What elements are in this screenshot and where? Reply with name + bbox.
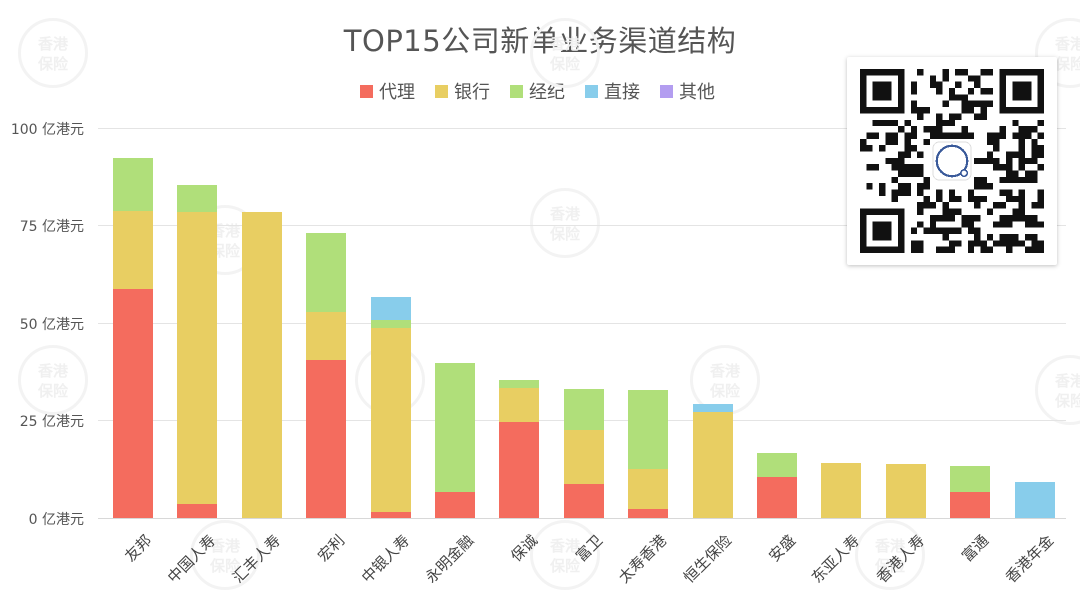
bar-segment-银行[interactable] — [499, 388, 540, 422]
legend-swatch — [435, 84, 448, 98]
bar-太寿香港[interactable] — [628, 390, 669, 518]
bar-汇丰人寿[interactable] — [241, 212, 282, 518]
watermark-logo: 香港保险 — [190, 520, 260, 590]
legend-swatch — [660, 84, 673, 98]
bar-segment-银行[interactable] — [885, 464, 926, 518]
bar-安盛[interactable] — [757, 453, 797, 518]
qr-code-icon — [860, 69, 1044, 253]
bar-segment-直接[interactable] — [370, 297, 411, 321]
legend-label: 代理 — [379, 82, 415, 103]
watermark-logo: 香港保险 — [530, 18, 600, 88]
watermark-logo: 香港保险 — [530, 520, 600, 590]
x-tick-label: 中银人寿 — [357, 531, 413, 587]
bar-segment-代理[interactable] — [177, 503, 218, 518]
bar-segment-经纪[interactable] — [757, 453, 797, 477]
bar-segment-经纪[interactable] — [113, 157, 153, 212]
y-tick-label: 0 亿港元 — [28, 512, 84, 528]
gridline — [98, 322, 1066, 324]
qr-code-card — [847, 57, 1057, 265]
watermark-logo: 香港保险 — [855, 520, 925, 590]
bar-宏利[interactable] — [306, 232, 347, 518]
bar-segment-经纪[interactable] — [563, 389, 604, 431]
bar-恒生保险[interactable] — [692, 403, 733, 518]
x-tick-label: 香港年金 — [1001, 531, 1057, 587]
bar-segment-代理[interactable] — [306, 360, 347, 518]
y-tick-label: 75 亿港元 — [19, 219, 84, 236]
bar-永明金融[interactable] — [435, 363, 475, 518]
watermark-logo: 香港保险 — [18, 345, 88, 415]
bar-中银人寿[interactable] — [370, 297, 411, 518]
bar-segment-银行[interactable] — [241, 212, 282, 518]
legend-swatch — [585, 84, 598, 98]
bar-segment-经纪[interactable] — [370, 320, 411, 329]
bar-segment-经纪[interactable] — [950, 466, 991, 493]
x-tick-label: 安盛 — [765, 531, 800, 566]
x-tick-label: 宏利 — [314, 531, 349, 566]
x-tick-label: 太寿香港 — [615, 531, 671, 587]
legend-label: 直接 — [604, 82, 640, 103]
bar-segment-经纪[interactable] — [628, 390, 669, 470]
bar-富通[interactable] — [950, 466, 991, 518]
bar-segment-经纪[interactable] — [306, 232, 347, 313]
bar-segment-代理[interactable] — [950, 492, 991, 518]
x-tick-label: 友邦 — [121, 531, 156, 566]
bar-东亚人寿[interactable] — [821, 462, 862, 518]
watermark-logo: 香港保险 — [530, 188, 600, 258]
bar-segment-银行[interactable] — [628, 469, 669, 510]
legend-item[interactable]: 银行 — [435, 78, 490, 104]
legend-item[interactable]: 直接 — [585, 78, 640, 104]
bar-segment-经纪[interactable] — [435, 363, 475, 493]
bar-segment-银行[interactable] — [370, 328, 411, 513]
bar-富卫[interactable] — [563, 389, 604, 518]
bar-segment-银行[interactable] — [692, 412, 733, 518]
bar-segment-银行[interactable] — [177, 212, 218, 504]
bar-segment-代理[interactable] — [563, 484, 604, 518]
bar-segment-代理[interactable] — [757, 476, 797, 518]
bar-保诚[interactable] — [499, 380, 540, 518]
y-tick-label: 25 亿港元 — [19, 414, 84, 431]
y-tick-label: 50 亿港元 — [19, 316, 84, 333]
bar-segment-经纪[interactable] — [499, 380, 540, 389]
watermark-logo: 香港保险 — [18, 18, 88, 88]
legend-item[interactable]: 其他 — [660, 78, 715, 104]
bar-segment-代理[interactable] — [499, 421, 540, 518]
legend-label: 经纪 — [529, 82, 565, 103]
bar-segment-银行[interactable] — [821, 462, 862, 518]
gridline — [98, 127, 1066, 129]
bar-segment-代理[interactable] — [113, 289, 153, 518]
bar-香港人寿[interactable] — [885, 464, 926, 518]
legend-label: 银行 — [454, 82, 490, 103]
gridline — [98, 518, 1066, 519]
chart-legend: 代理 银行 经纪 直接 其他 — [360, 78, 715, 104]
x-tick-label: 富通 — [958, 531, 993, 566]
bar-segment-银行[interactable] — [113, 211, 153, 290]
legend-swatch — [360, 84, 373, 98]
watermark-logo: 香港保险 — [1035, 355, 1080, 425]
bar-segment-银行[interactable] — [306, 312, 347, 361]
bar-中国人寿[interactable] — [177, 184, 218, 518]
bar-segment-代理[interactable] — [628, 509, 669, 518]
y-tick-label: 100 亿港元 — [10, 121, 84, 138]
legend-label: 其他 — [679, 82, 715, 103]
legend-item[interactable]: 代理 — [360, 78, 415, 104]
x-tick-label: 恒生保险 — [679, 531, 735, 587]
legend-item[interactable]: 经纪 — [510, 78, 565, 104]
x-tick-label: 永明金融 — [421, 531, 478, 587]
bar-segment-代理[interactable] — [435, 492, 475, 518]
bar-香港年金[interactable] — [1014, 482, 1055, 518]
bar-segment-经纪[interactable] — [177, 184, 218, 213]
bar-segment-直接[interactable] — [692, 403, 733, 413]
legend-swatch — [510, 84, 523, 98]
bar-segment-银行[interactable] — [563, 430, 604, 485]
bar-segment-代理[interactable] — [370, 512, 411, 518]
gridline — [98, 225, 1066, 227]
bar-友邦[interactable] — [113, 157, 153, 518]
bar-segment-直接[interactable] — [1014, 482, 1055, 518]
